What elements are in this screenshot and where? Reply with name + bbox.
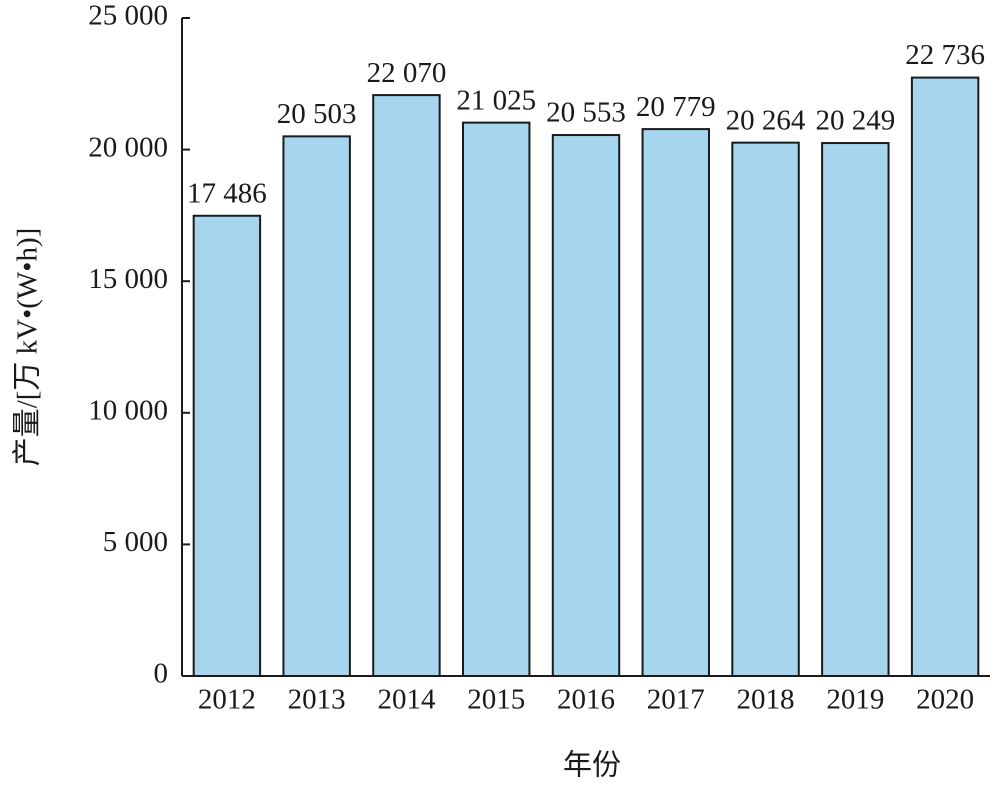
value-label: 21 025 bbox=[456, 84, 536, 116]
y-tick-label: 10 000 bbox=[88, 394, 168, 426]
x-tick-label: 2019 bbox=[826, 684, 884, 716]
x-tick-label: 2015 bbox=[467, 684, 525, 716]
bar bbox=[192, 214, 262, 677]
value-label: 20 553 bbox=[546, 97, 626, 129]
bar bbox=[821, 142, 890, 677]
x-axis-label: 年份 bbox=[563, 749, 621, 782]
x-tick-label: 2018 bbox=[737, 684, 795, 716]
bar bbox=[282, 135, 351, 678]
y-axis-label: 产量/[万 kV•(W•h)] bbox=[11, 228, 44, 467]
y-tick-label: 5 000 bbox=[103, 526, 168, 558]
value-label: 20 503 bbox=[277, 98, 357, 130]
y-tick-label: 0 bbox=[154, 658, 169, 690]
value-label: 20 264 bbox=[726, 104, 806, 136]
y-tick-label: 25 000 bbox=[88, 0, 168, 32]
x-tick-label: 2016 bbox=[557, 684, 615, 716]
x-tick-label: 2012 bbox=[198, 684, 256, 716]
value-label: 17 486 bbox=[187, 177, 267, 209]
bar bbox=[910, 76, 980, 677]
value-label: 20 249 bbox=[815, 105, 895, 137]
x-tick-label: 2014 bbox=[377, 684, 436, 716]
bar bbox=[462, 121, 531, 677]
x-tick-label: 2020 bbox=[916, 684, 974, 716]
value-label: 20 779 bbox=[636, 91, 716, 123]
y-tick-label: 15 000 bbox=[88, 263, 168, 295]
bar bbox=[551, 134, 621, 677]
x-tick-label: 2017 bbox=[647, 684, 705, 716]
value-label: 22 736 bbox=[905, 39, 985, 71]
bar bbox=[372, 94, 441, 677]
value-label: 22 070 bbox=[367, 57, 447, 89]
bar bbox=[641, 128, 710, 677]
y-tick-label: 20 000 bbox=[88, 131, 168, 163]
x-tick-label: 2013 bbox=[288, 684, 346, 716]
bar bbox=[731, 141, 800, 677]
